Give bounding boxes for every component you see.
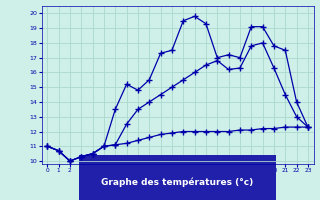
X-axis label: Graphe des températures (°c): Graphe des températures (°c) [101, 177, 254, 187]
